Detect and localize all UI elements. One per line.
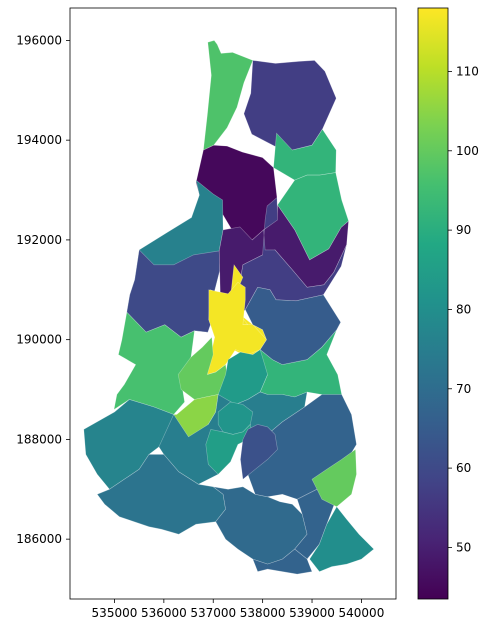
x-tick-label: 535000	[92, 606, 138, 620]
map-region	[252, 548, 313, 575]
map-region	[309, 506, 375, 572]
y-tick-label: 186000	[16, 532, 62, 546]
x-tick-label: 536000	[141, 606, 187, 620]
map-region	[240, 424, 278, 480]
regions-layer	[83, 40, 375, 575]
y-tick-label: 192000	[16, 233, 62, 247]
map-region	[83, 399, 175, 490]
plot-frame	[69, 7, 397, 600]
colorbar-tick-label: 70	[456, 382, 471, 396]
x-tick-label: 537000	[190, 606, 236, 620]
x-tick-label: 539000	[289, 606, 335, 620]
y-axis: 186000 188000 190000 192000 194000 19600…	[16, 33, 70, 546]
colorbar-frame	[417, 7, 449, 600]
y-tick-label: 194000	[16, 133, 62, 147]
map-region	[203, 40, 254, 151]
colorbar-tick-label: 80	[456, 302, 471, 316]
colorbar-gradient	[418, 8, 448, 599]
map-region	[96, 454, 226, 535]
map-region	[126, 249, 221, 338]
y-tick-label: 190000	[16, 333, 62, 347]
colorbar-tick-label: 110	[456, 64, 479, 78]
map-region	[311, 448, 357, 508]
map-region	[244, 286, 342, 365]
colorbar-tick-label: 90	[456, 223, 471, 237]
colorbar-tick-label: 60	[456, 461, 471, 475]
colorbar-tick-label: 50	[456, 540, 471, 554]
y-tick-label: 188000	[16, 432, 62, 446]
colorbar-tick-label: 100	[456, 144, 479, 158]
x-tick-label: 538000	[240, 606, 286, 620]
colorbar: 50 60 70 80 90 100 110	[417, 7, 479, 600]
x-tick-label: 540000	[339, 606, 385, 620]
y-tick-label: 196000	[16, 33, 62, 47]
colorbar-axis: 50 60 70 80 90 100 110	[448, 64, 479, 554]
x-axis: 535000 536000 537000 538000 539000 54000…	[92, 599, 385, 620]
map-axes: 186000 188000 190000 192000 194000 19600…	[16, 7, 397, 620]
